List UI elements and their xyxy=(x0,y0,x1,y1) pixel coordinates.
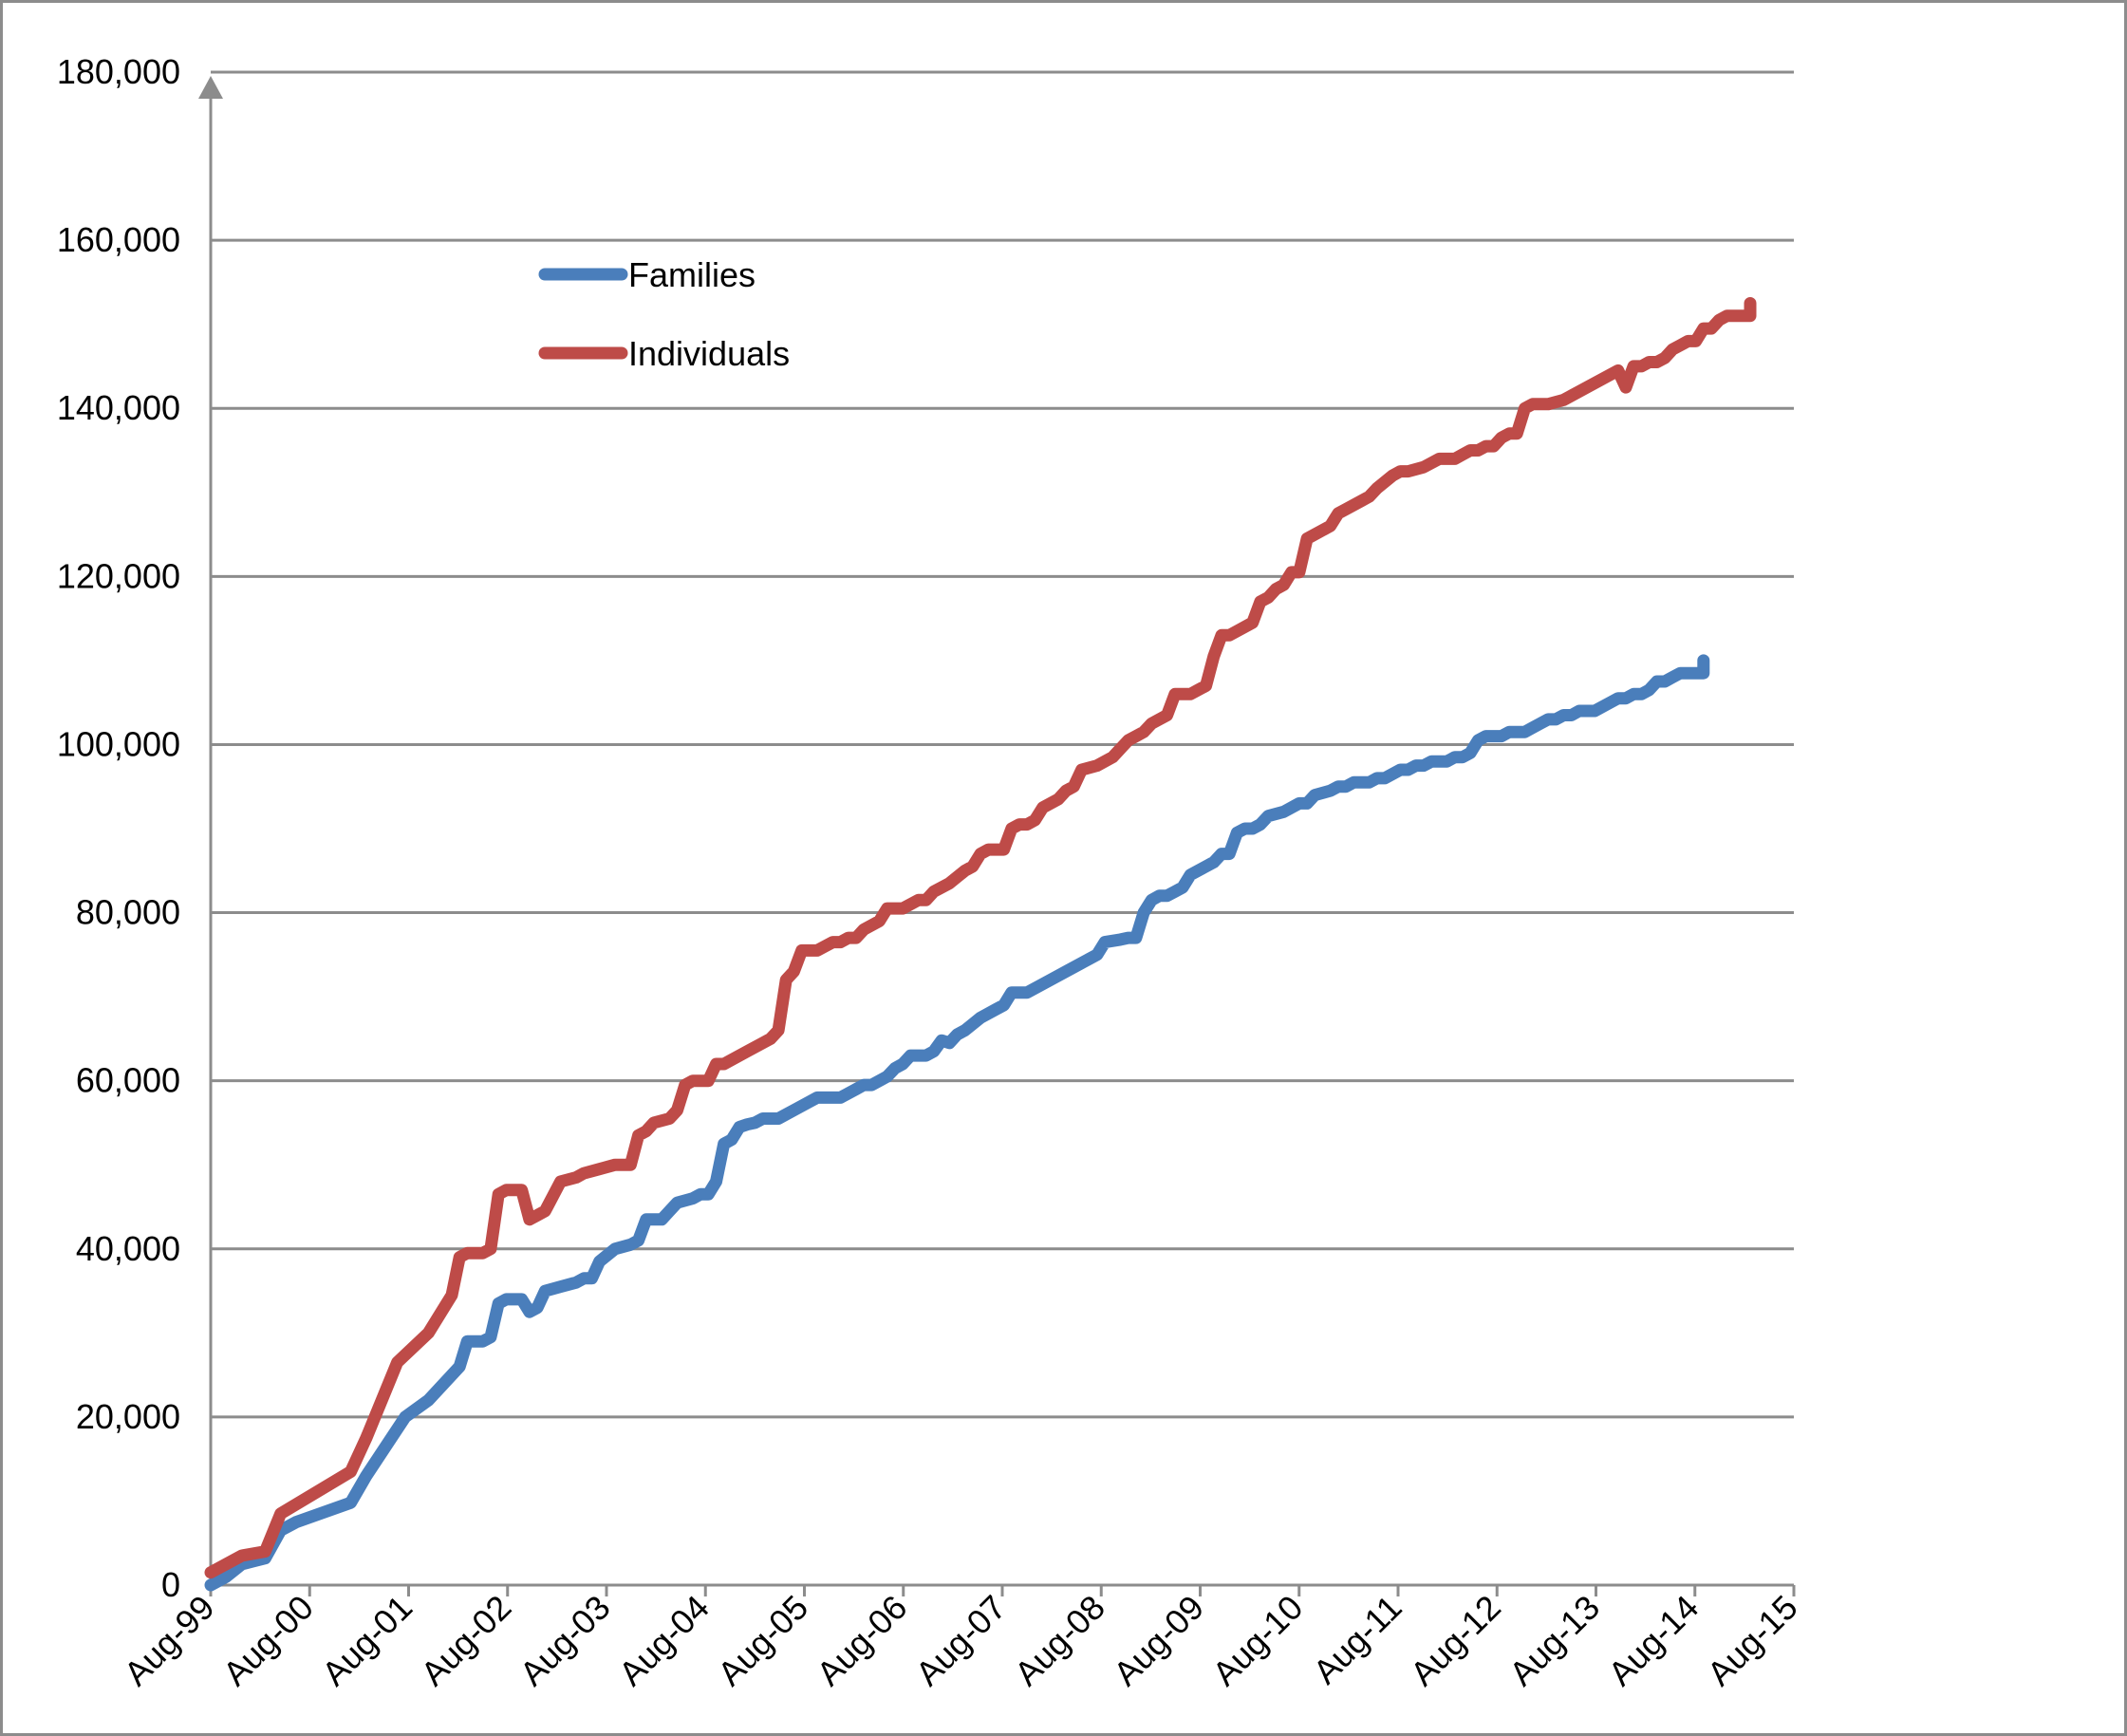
y-axis-arrow xyxy=(198,76,223,99)
x-tick-label: Aug-15 xyxy=(1700,1588,1805,1693)
y-tick-label: 60,000 xyxy=(76,1061,180,1100)
x-tick-label: Aug-08 xyxy=(1007,1588,1112,1693)
x-tick-label: Aug-00 xyxy=(215,1588,321,1693)
x-tick-label: Aug-13 xyxy=(1502,1588,1607,1693)
y-tick-label: 180,000 xyxy=(57,52,180,91)
x-tick-label: Aug-06 xyxy=(809,1588,914,1693)
legend-label-individuals: Individuals xyxy=(628,334,790,373)
y-tick-label: 40,000 xyxy=(76,1229,180,1268)
axes xyxy=(198,76,1796,1596)
x-tick-label: Aug-09 xyxy=(1106,1588,1211,1693)
x-tick-label: Aug-04 xyxy=(611,1588,717,1693)
legend: Families Individuals xyxy=(538,255,790,373)
x-tick-label: Aug-01 xyxy=(314,1588,420,1693)
x-axis-tick-labels: Aug-99Aug-00Aug-01Aug-02Aug-03Aug-04Aug-… xyxy=(117,1588,1805,1693)
legend-label-families: Families xyxy=(628,255,756,294)
series-layer xyxy=(204,297,1757,1592)
y-tick-label: 20,000 xyxy=(76,1397,180,1436)
x-tick-label: Aug-02 xyxy=(413,1588,518,1693)
y-tick-label: 160,000 xyxy=(57,220,180,259)
x-tick-label: Aug-05 xyxy=(710,1588,815,1693)
y-tick-label: 0 xyxy=(161,1565,180,1604)
y-axis-tick-labels: 0 20,000 40,000 60,000 80,000 100,000 120,000 1… xyxy=(57,52,180,1604)
x-tick-label: Aug-14 xyxy=(1600,1588,1706,1693)
series-line-individuals xyxy=(204,297,1757,1579)
x-tick-label: Aug-11 xyxy=(1305,1588,1409,1691)
y-tick-label: 120,000 xyxy=(57,556,180,595)
x-tick-label: Aug-12 xyxy=(1403,1588,1508,1693)
y-tick-label: 100,000 xyxy=(57,724,180,763)
x-tick-label: Aug-07 xyxy=(908,1588,1014,1693)
y-tick-label: 140,000 xyxy=(57,388,180,427)
gridlines xyxy=(211,70,1794,1419)
y-tick-label: 80,000 xyxy=(76,893,180,932)
x-tick-label: Aug-03 xyxy=(513,1588,618,1693)
x-tick-label: Aug-10 xyxy=(1204,1588,1310,1693)
series-line-families xyxy=(204,654,1710,1592)
